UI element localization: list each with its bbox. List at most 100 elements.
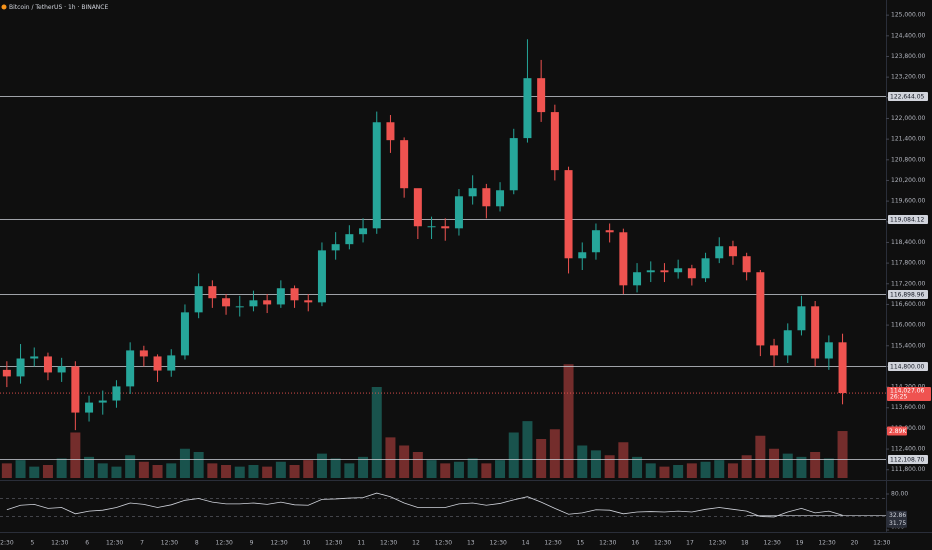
y-tick-label: 121,400.00	[891, 136, 926, 143]
x-tick-label: 12:30	[873, 540, 890, 547]
x-tick-label: 9	[250, 540, 254, 547]
candle-body	[742, 256, 751, 273]
candle-body	[98, 400, 107, 403]
rsi-ma-label: 31.75	[889, 520, 906, 527]
y-tick-label: 117,800.00	[891, 260, 926, 267]
y-tick-label: 118,400.00	[891, 239, 926, 246]
candle-body	[345, 234, 354, 245]
candle-body	[770, 345, 779, 356]
x-tick-label: 12:30	[51, 540, 68, 547]
y-tick-label: 112,400.00	[891, 446, 926, 453]
y-tick-label: 124,400.00	[891, 32, 926, 39]
volume-bar	[344, 463, 355, 478]
volume-bar	[385, 437, 396, 478]
rsi-label-box	[887, 510, 907, 520]
volume-bar	[138, 461, 149, 478]
x-tick-label: 12:30	[380, 540, 397, 547]
volume-bar	[207, 463, 218, 478]
x-tick-label: 12:30	[654, 540, 671, 547]
symbol-icon	[1, 4, 7, 10]
candle-body	[331, 244, 340, 251]
candle-body	[578, 252, 587, 259]
volume-bar	[645, 463, 656, 478]
candle-body	[126, 350, 135, 387]
volume-bar	[179, 448, 190, 478]
volume-bar	[399, 445, 410, 478]
volume-bar	[412, 452, 423, 478]
level-label-box	[888, 290, 928, 299]
x-tick-label: 12:30	[270, 540, 287, 547]
volume-bar	[275, 461, 286, 478]
volume-bar	[70, 432, 81, 478]
volume-bar	[29, 466, 40, 478]
x-tick-label: 20	[851, 540, 859, 547]
volume-bar	[262, 466, 273, 478]
x-tick-label: 6	[85, 540, 89, 547]
candle-body	[413, 188, 422, 227]
level-label: 122,644.05	[890, 94, 925, 101]
level-label: 119,084.12	[890, 217, 925, 224]
volume-bar	[481, 463, 492, 478]
candle-body	[811, 306, 820, 359]
candle-body	[496, 190, 505, 207]
x-tick-label: 12:30	[818, 540, 835, 547]
y-tick-label: 123,800.00	[891, 53, 926, 60]
candle-body	[139, 350, 148, 357]
y-tick-label: 117,200.00	[891, 280, 926, 287]
volume-bar	[84, 456, 95, 478]
volume-bar	[727, 463, 738, 478]
volume-bar	[56, 458, 67, 478]
candle-body	[523, 78, 532, 139]
volume-bar	[358, 456, 369, 478]
volume-bar	[248, 465, 259, 478]
candle-body	[756, 272, 765, 346]
volume-bar	[782, 453, 793, 478]
x-tick-label: 12:30	[709, 540, 726, 547]
volume-bar	[590, 450, 601, 478]
y-tick-label: 125,000.00	[891, 12, 926, 19]
volume-bar	[453, 461, 464, 478]
x-tick-label: 12:30	[544, 540, 561, 547]
candle-body	[235, 306, 244, 308]
volume-bar	[371, 387, 382, 478]
volume-bar	[1, 463, 12, 478]
candle-body	[797, 306, 806, 331]
candle-body	[359, 228, 368, 235]
candle-body	[317, 250, 326, 303]
level-label-box	[888, 215, 928, 224]
candle-body	[783, 330, 792, 356]
x-tick-label: 12:30	[161, 540, 178, 547]
candle-body	[687, 268, 696, 279]
y-tick-label: 122,000.00	[891, 115, 926, 122]
candle-body	[85, 402, 94, 413]
volume-bar	[330, 458, 341, 478]
candle-body	[591, 230, 600, 253]
chart-title: Bitcoin / TetherUS · 1h · BINANCE	[9, 4, 108, 11]
candle-body	[441, 226, 450, 229]
y-tick-label: 115,400.00	[891, 342, 926, 349]
y-tick-label: 113,600.00	[891, 404, 926, 411]
candle-body	[180, 312, 189, 356]
volume-bar	[289, 465, 300, 478]
level-label: 114,800.00	[890, 364, 925, 371]
candle-body	[715, 246, 724, 259]
candle-body	[537, 78, 546, 113]
volume-bar	[467, 458, 478, 478]
volume-bar	[686, 463, 697, 478]
volume-bar	[42, 465, 53, 478]
volume-bar	[125, 455, 136, 478]
volume-bar	[440, 463, 451, 478]
candle-body	[290, 288, 299, 301]
x-tick-label: 14	[522, 540, 530, 547]
volume-bar	[152, 465, 163, 478]
price-label-box	[887, 387, 931, 402]
volume-bar	[837, 431, 848, 478]
rsi-tick-label: 80.00	[891, 491, 908, 498]
volume-bar	[536, 439, 547, 478]
candle-body	[468, 188, 477, 197]
rsi-line	[6, 492, 843, 518]
y-tick-label: 116,600.00	[891, 301, 926, 308]
volume-bar	[549, 429, 560, 478]
volume-bar	[741, 455, 752, 478]
x-tick-label: 10	[303, 540, 311, 547]
